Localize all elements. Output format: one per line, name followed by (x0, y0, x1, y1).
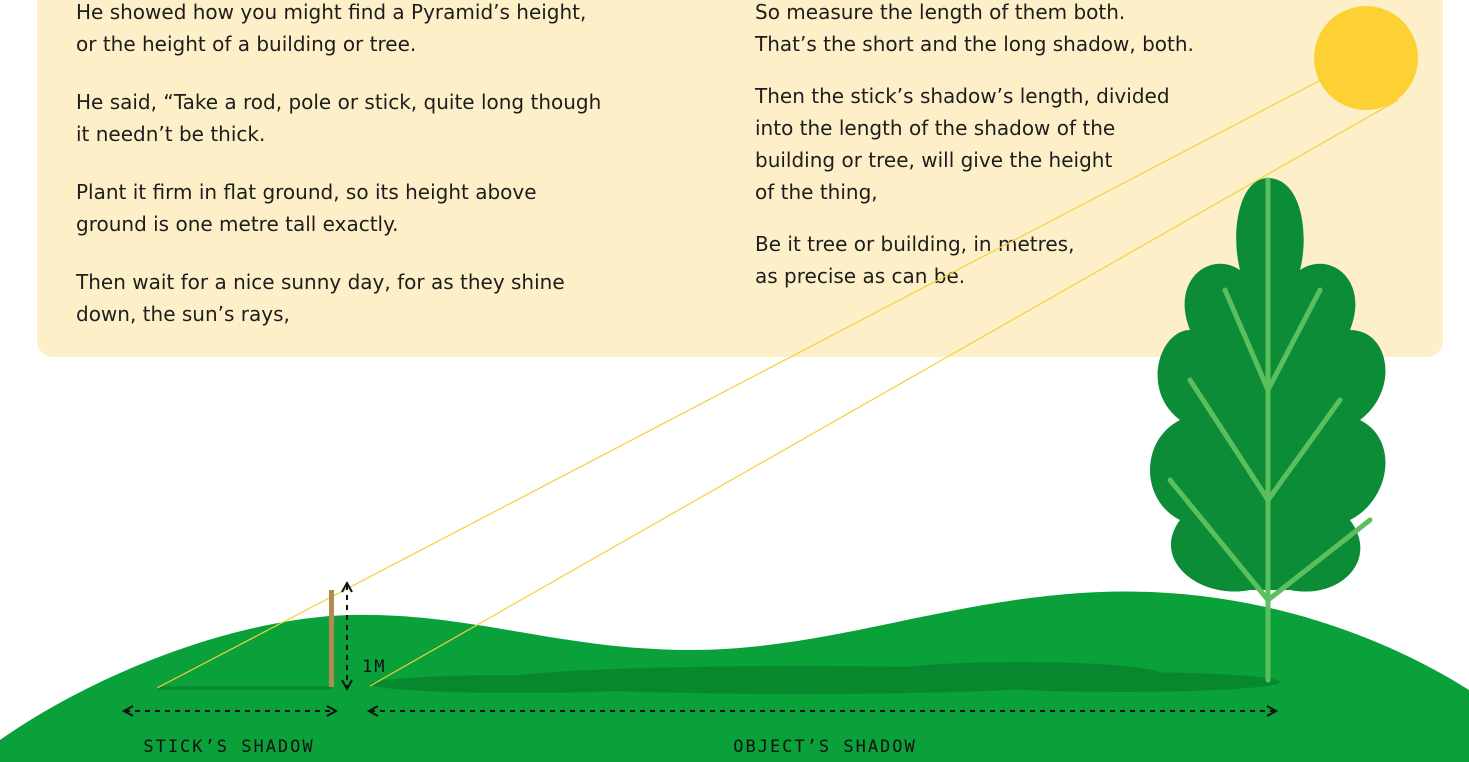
page: He showed how you might find a Pyramid’s… (0, 0, 1469, 762)
object-shadow-label: OBJECT’S SHADOW (733, 737, 917, 757)
illustration: 1M STICK’S SHADOW OBJECT’S SHADOW (0, 0, 1469, 762)
stick-shadow-label: STICK’S SHADOW (143, 737, 314, 757)
stick-height-label: 1M (362, 657, 386, 677)
sun (1314, 6, 1418, 110)
stick (329, 590, 334, 687)
